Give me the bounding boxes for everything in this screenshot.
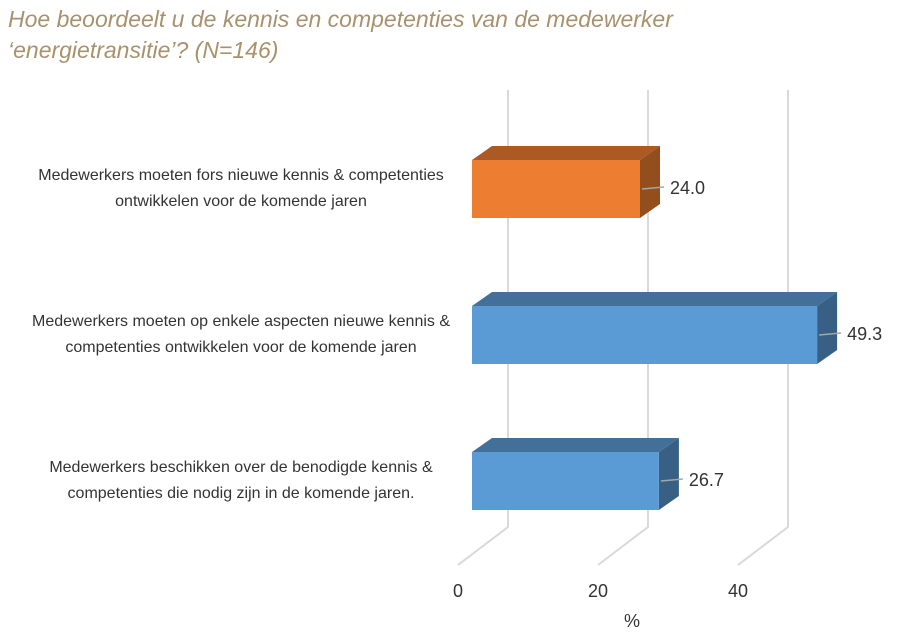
x-axis-label: % (624, 611, 640, 631)
bar-top (472, 146, 660, 160)
x-tick-label: 0 (453, 581, 463, 601)
x-tick-label: 20 (588, 581, 608, 601)
grid-line (457, 90, 509, 566)
bar (472, 306, 818, 364)
bar-side (658, 438, 679, 510)
bar-side (817, 292, 838, 364)
category-label: Medewerkers moeten op enkele aspecten ni… (31, 313, 451, 356)
value-label: 26.7 (689, 470, 724, 490)
x-tick-label: 40 (728, 581, 748, 601)
bar (472, 452, 659, 510)
grid-line (737, 90, 789, 566)
category-label: Medewerkers beschikken over de benodigde… (49, 459, 433, 502)
value-label: 49.3 (847, 324, 882, 344)
bar-side (640, 146, 660, 218)
bar-top (472, 292, 838, 306)
bar-top (472, 438, 679, 452)
value-label: 24.0 (670, 178, 705, 198)
label-leader (819, 332, 842, 336)
grid-line (597, 90, 649, 566)
label-leader (660, 478, 683, 482)
chart-title: Hoe beoordeelt u de kennis en competenti… (8, 6, 673, 63)
category-label: Medewerkers moeten fors nieuwe kennis & … (38, 167, 444, 210)
label-leader (641, 186, 665, 190)
bar (472, 160, 640, 218)
